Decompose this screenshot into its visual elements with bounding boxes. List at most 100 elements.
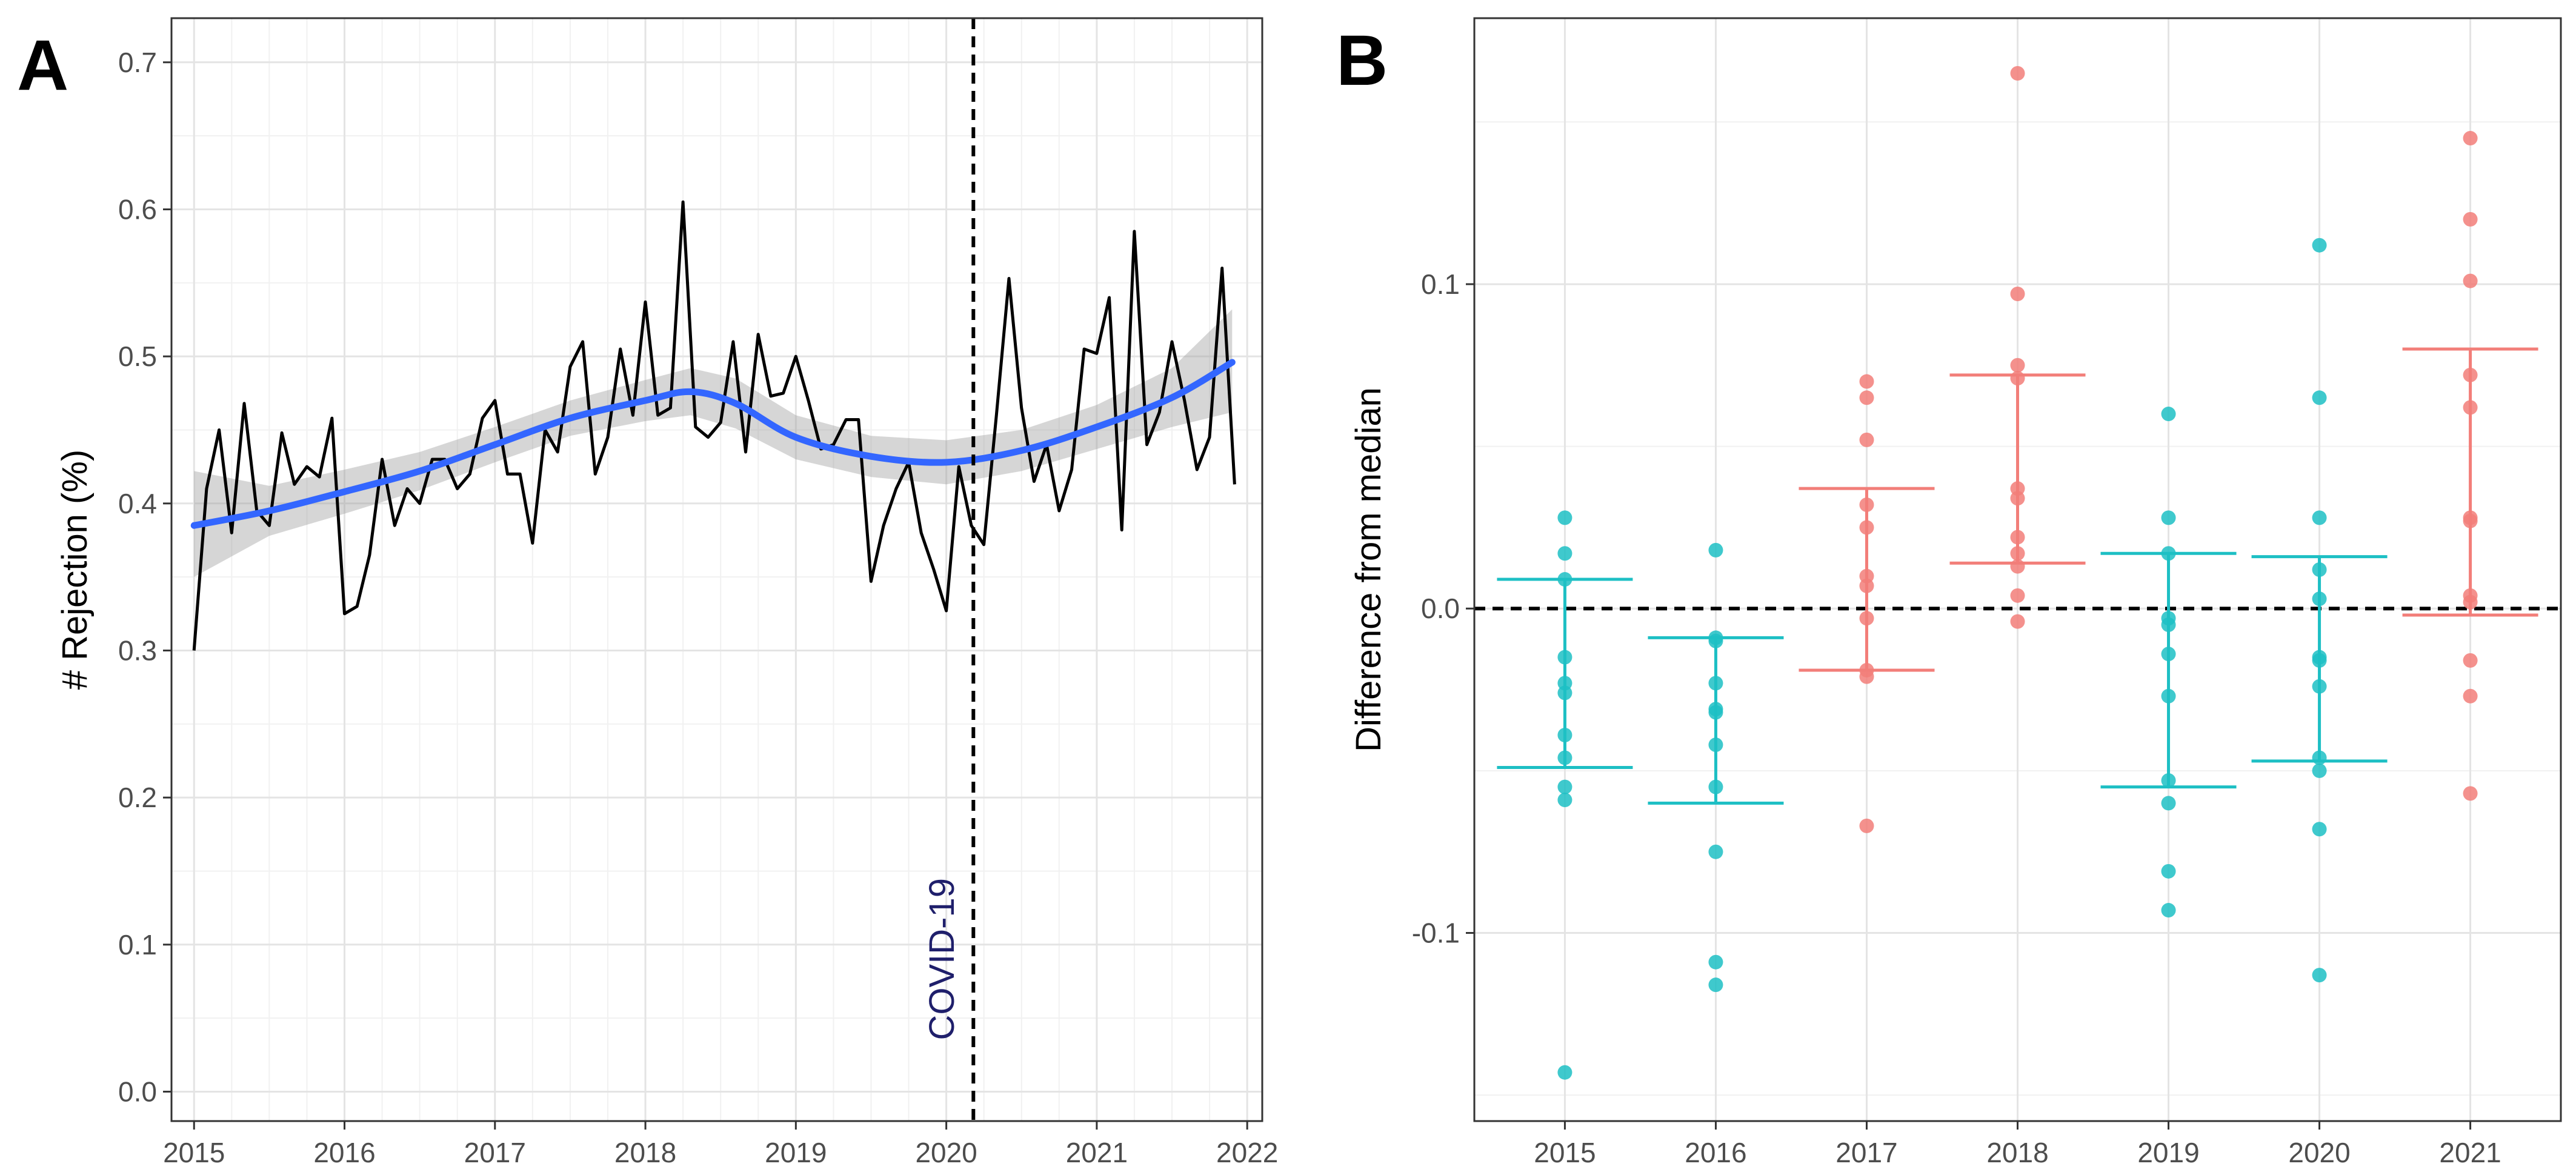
data-point-2020 bbox=[2312, 763, 2327, 778]
x-tick-label-b: 2019 bbox=[2137, 1137, 2199, 1168]
y-tick-label-a: 0.5 bbox=[118, 341, 157, 372]
y-tick-label-a: 0.4 bbox=[118, 488, 157, 519]
data-point-2015 bbox=[1557, 793, 1573, 808]
data-point-2018 bbox=[2010, 287, 2025, 301]
data-point-2015 bbox=[1557, 572, 1573, 587]
data-point-2020 bbox=[2312, 822, 2327, 837]
panel-label-a: A bbox=[17, 25, 68, 105]
x-tick-label-b: 2020 bbox=[2288, 1137, 2350, 1168]
data-point-2020 bbox=[2312, 562, 2327, 577]
monthly-rejection-line bbox=[192, 200, 1236, 651]
ticks-b: -0.1 0.0 0.1 2015 2016 2017 2018 2019 2020 2021 bbox=[1412, 268, 2501, 1168]
year-group-2019 bbox=[2100, 407, 2237, 918]
data-point-2016 bbox=[1708, 737, 1723, 753]
data-point-2015 bbox=[1557, 685, 1573, 701]
data-point-2020 bbox=[2312, 510, 2327, 525]
y-tick-label-a: 0.1 bbox=[118, 929, 157, 960]
data-point-2021 bbox=[2463, 688, 2478, 704]
loess-confidence-band bbox=[194, 309, 1233, 578]
y-tick-label-a: 0.3 bbox=[118, 634, 157, 666]
data-point-2021 bbox=[2463, 400, 2478, 415]
data-point-2016 bbox=[1708, 633, 1723, 648]
year-groups bbox=[1497, 66, 2538, 1080]
data-point-2018 bbox=[2010, 491, 2025, 506]
data-point-2015 bbox=[1557, 650, 1573, 665]
panel-label-b: B bbox=[1336, 21, 1388, 101]
data-point-2015 bbox=[1557, 546, 1573, 561]
data-point-2017 bbox=[1859, 520, 1874, 535]
y-tick-label-a: 0.2 bbox=[118, 782, 157, 813]
data-point-2018 bbox=[2010, 559, 2025, 574]
data-point-2020 bbox=[2312, 390, 2327, 405]
data-point-2021 bbox=[2463, 653, 2478, 668]
year-group-2021 bbox=[2402, 131, 2538, 801]
data-point-2017 bbox=[1859, 669, 1874, 684]
x-tick-label-b: 2018 bbox=[1986, 1137, 2048, 1168]
x-tick-label-b: 2017 bbox=[1835, 1137, 1897, 1168]
y-tick-label-a: 0.0 bbox=[118, 1076, 157, 1107]
year-group-2016 bbox=[1648, 542, 1784, 993]
confidence-band bbox=[194, 309, 1233, 578]
grid-a bbox=[171, 18, 1262, 1121]
y-tick-label-b: 0.0 bbox=[1421, 593, 1460, 624]
panel-a: A COVID-19 2015 2016 2017 2018 2019 2020 2021 2… bbox=[17, 17, 1278, 1168]
data-point-2018 bbox=[2010, 358, 2025, 373]
lines-a bbox=[190, 200, 1236, 651]
data-point-2017 bbox=[1859, 578, 1874, 593]
data-point-2016 bbox=[1708, 844, 1723, 859]
data-point-2016 bbox=[1708, 954, 1723, 970]
data-point-2017 bbox=[1859, 374, 1874, 389]
data-point-2016 bbox=[1708, 977, 1723, 993]
data-point-2021 bbox=[2463, 273, 2478, 288]
data-point-2018 bbox=[2010, 66, 2025, 81]
data-point-2020 bbox=[2312, 968, 2327, 983]
data-point-2019 bbox=[2161, 796, 2176, 811]
data-point-2020 bbox=[2312, 750, 2327, 765]
panel-b: B -0.1 0.0 0.1 2015 2016 2017 2018 2019 2020 2021… bbox=[1336, 17, 2562, 1168]
covid-annotation: COVID-19 bbox=[922, 18, 976, 1121]
data-point-2017 bbox=[1859, 497, 1874, 512]
data-point-2016 bbox=[1708, 676, 1723, 691]
data-point-2017 bbox=[1859, 818, 1874, 833]
year-group-2018 bbox=[1949, 66, 2086, 629]
x-tick-label-a: 2019 bbox=[765, 1137, 827, 1168]
x-tick-label-a: 2017 bbox=[464, 1137, 526, 1168]
data-point-2015 bbox=[1557, 728, 1573, 742]
data-point-2021 bbox=[2463, 594, 2478, 610]
data-point-2019 bbox=[2161, 688, 2176, 704]
data-point-2019 bbox=[2161, 864, 2176, 879]
y-tick-label-b: -0.1 bbox=[1412, 917, 1460, 949]
data-point-2018 bbox=[2010, 530, 2025, 545]
data-point-2019 bbox=[2161, 546, 2176, 561]
year-group-2020 bbox=[2251, 238, 2388, 983]
data-point-2021 bbox=[2463, 367, 2478, 382]
plot-area-a bbox=[171, 18, 1262, 1121]
ticks-a: 2015 2016 2017 2018 2019 2020 2021 2022 0.0 0.1 0.… bbox=[118, 47, 1278, 1168]
data-point-2019 bbox=[2161, 407, 2176, 422]
data-point-2016 bbox=[1708, 705, 1723, 720]
data-point-2015 bbox=[1557, 1065, 1573, 1080]
y-tick-label-a: 0.6 bbox=[118, 193, 157, 225]
covid-label: COVID-19 bbox=[922, 878, 962, 1040]
x-tick-label-b: 2016 bbox=[1685, 1137, 1746, 1168]
x-tick-label-a: 2016 bbox=[313, 1137, 375, 1168]
data-point-2019 bbox=[2161, 903, 2176, 918]
data-point-2019 bbox=[2161, 773, 2176, 788]
data-point-2018 bbox=[2010, 546, 2025, 561]
data-point-2020 bbox=[2312, 679, 2327, 694]
data-point-2018 bbox=[2010, 371, 2025, 386]
data-point-2017 bbox=[1859, 611, 1874, 626]
data-point-2019 bbox=[2161, 617, 2176, 632]
data-point-2018 bbox=[2010, 614, 2025, 629]
x-tick-label-b: 2021 bbox=[2439, 1137, 2501, 1168]
x-tick-label-a: 2020 bbox=[915, 1137, 977, 1168]
data-point-2018 bbox=[2010, 588, 2025, 603]
data-point-2017 bbox=[1859, 432, 1874, 447]
data-point-2021 bbox=[2463, 211, 2478, 227]
data-point-2015 bbox=[1557, 779, 1573, 794]
data-point-2020 bbox=[2312, 653, 2327, 668]
year-group-2017 bbox=[1799, 374, 1935, 833]
data-point-2020 bbox=[2312, 238, 2327, 253]
data-point-2017 bbox=[1859, 390, 1874, 405]
